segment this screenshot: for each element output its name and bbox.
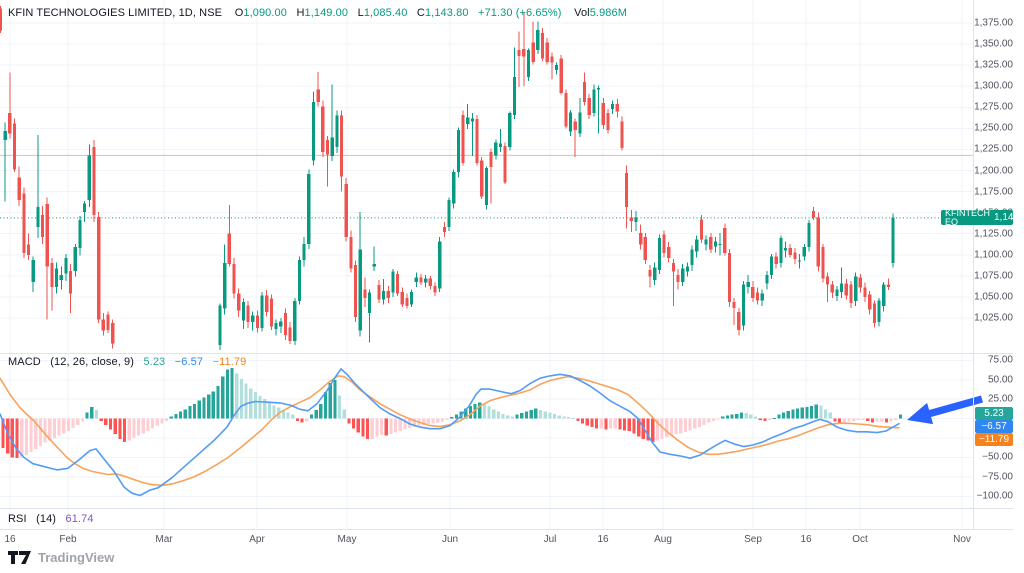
price-tick-label: 1,025.00 (974, 312, 1013, 324)
time-axis[interactable]: 16 Feb Mar Apr May Jun Jul 16 Aug Sep 16 Oct Nov (0, 529, 1013, 549)
macd-signal-badge: −11.79 (975, 433, 1013, 446)
pane-separator-price-macd[interactable] (0, 353, 1013, 354)
price-tick-label: 1,300.00 (974, 80, 1013, 92)
close-label: C (416, 7, 425, 19)
price-tick-label: 1,350.00 (974, 38, 1013, 50)
macd-title[interactable]: MACD (8, 356, 41, 368)
price-tick-label: 1,375.00 (974, 17, 1013, 29)
open-label: O (234, 7, 244, 19)
price-tick-label: 1,075.00 (974, 270, 1013, 282)
time-tick-label: Jun (441, 534, 459, 545)
price-axis-border (973, 0, 974, 529)
price-tick-label: 1,275.00 (974, 101, 1013, 113)
candlestick-series (0, 6, 895, 351)
rsi-title[interactable]: RSI (8, 513, 27, 525)
drawing-arrow[interactable] (907, 395, 983, 425)
last-price-badge: KFINTECH EQ 1,143.80 (941, 207, 1024, 227)
price-tick-label: 1,050.00 (974, 291, 1013, 303)
time-tick-label: Jul (543, 534, 557, 545)
tradingview-logo[interactable]: TradingView (8, 550, 114, 565)
close-value: 1,143.80 (424, 7, 469, 19)
last-price-badge-symbol: KFINTECH EQ (945, 207, 990, 227)
price-tick-label: 1,250.00 (974, 122, 1013, 134)
price-tick-label: 1,225.00 (974, 143, 1013, 155)
time-tick-label: 16 (800, 534, 812, 545)
macd-tick-label: −75.00 (982, 471, 1013, 483)
macd-tick-label: −100.00 (976, 490, 1013, 502)
high-value: 1,149.00 (304, 7, 349, 19)
last-price-badge-value: 1,143.80 (994, 211, 1024, 223)
time-tick-label: 16 (597, 534, 609, 545)
time-tick-label: Aug (654, 534, 672, 545)
symbol-title[interactable]: KFIN TECHNOLOGIES LIMITED, 1D, NSE (8, 7, 223, 19)
time-tick-label: 16 (4, 534, 16, 545)
time-tick-label: Oct (852, 534, 868, 545)
price-tick-label: 1,200.00 (974, 165, 1013, 176)
macd-signal-line (0, 375, 900, 487)
macd-tick-label: −50.00 (982, 451, 1013, 463)
rsi-params: (14) (36, 513, 57, 525)
time-tick-label: Apr (249, 534, 265, 545)
volume-value: 5.986M (589, 7, 628, 19)
macd-tick-label: 75.00 (987, 354, 1013, 366)
open-value: 1,090.00 (243, 7, 287, 19)
symbol-legend[interactable]: KFIN TECHNOLOGIES LIMITED, 1D, NSE O1,09… (8, 7, 627, 19)
low-value: 1,085.40 (363, 7, 408, 19)
macd-signal-value: −11.79 (212, 356, 247, 368)
macd-hist-badge: 5.23 (975, 407, 1013, 420)
time-tick-label: Mar (155, 534, 173, 545)
volume-label: Vol (574, 7, 590, 19)
macd-tick-label: 50.00 (987, 374, 1013, 386)
low-label: L (357, 7, 364, 19)
macd-params: (12, 26, close, 9) (50, 356, 134, 368)
tradingview-logo-icon (8, 551, 31, 564)
macd-line-badge: −6.57 (975, 420, 1013, 433)
macd-histogram (1, 368, 903, 459)
tradingview-logo-text: TradingView (38, 550, 115, 565)
macd-line-value: −6.57 (174, 356, 204, 368)
time-tick-label: May (337, 534, 357, 545)
rsi-value: 61.74 (65, 513, 94, 525)
price-tick-label: 1,125.00 (974, 228, 1013, 240)
price-axis[interactable]: 1,375.00 1,350.00 1,325.00 1,300.00 1,275.00… (973, 0, 1024, 529)
change-value: +71.30 (+6.65%) (478, 7, 562, 19)
price-tick-label: 1,325.00 (974, 59, 1013, 71)
rsi-indicator-legend[interactable]: RSI (14) 61.74 (8, 513, 94, 525)
time-tick-label: Nov (953, 534, 971, 545)
gridlines (0, 0, 973, 529)
macd-tick-label: 25.00 (987, 393, 1013, 405)
high-label: H (296, 7, 305, 19)
time-tick-label: Feb (59, 534, 77, 545)
macd-hist-value: 5.23 (143, 356, 166, 368)
price-tick-label: 1,100.00 (974, 249, 1013, 261)
pane-separator-macd-rsi[interactable] (0, 508, 1013, 509)
time-tick-label: Sep (744, 534, 762, 545)
macd-line (0, 368, 900, 497)
price-tick-label: 1,175.00 (974, 186, 1013, 198)
macd-indicator-legend[interactable]: MACD (12, 26, close, 9) 5.23 −6.57 −11.7… (8, 356, 246, 368)
